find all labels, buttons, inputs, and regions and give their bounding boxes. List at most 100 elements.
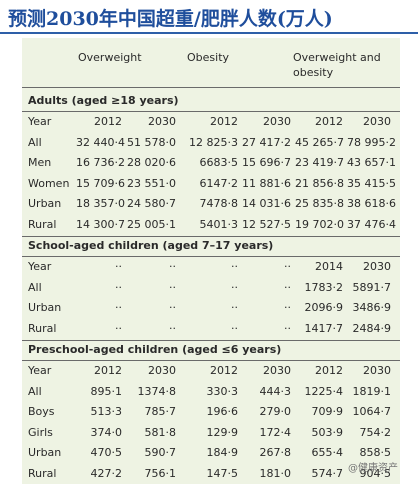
cell: 14 300·7 (76, 217, 125, 231)
cell: 590·7 (144, 446, 177, 459)
cell: 5891·7 (352, 280, 392, 294)
title-rule (0, 32, 418, 34)
cell: 895·1 (90, 384, 123, 398)
cell: 45 265·7 (295, 135, 344, 149)
cell: ·· (231, 260, 238, 273)
cell: 756·1 (144, 466, 177, 480)
row-label: Rural (28, 217, 57, 231)
column-group-header: Overweight and obesity (293, 51, 381, 79)
cell: ·· (115, 260, 122, 273)
cell: 1064·7 (352, 405, 392, 418)
cell: 1225·4 (304, 384, 344, 398)
cell: 24 580·7 (127, 197, 176, 210)
section-rule (22, 256, 400, 257)
cell: 35 415·5 (347, 176, 396, 190)
cell: 5401·3 (199, 217, 239, 231)
cell: 27 417·2 (242, 135, 291, 149)
cell: 2484·9 (352, 321, 392, 335)
row-label: Urban (28, 446, 62, 459)
cell: ·· (231, 301, 238, 314)
cell: 3486·9 (352, 301, 392, 314)
cell: 2012 (94, 115, 122, 128)
cell: 129·9 (206, 425, 239, 439)
row-label: Urban (28, 301, 62, 314)
cell: 78 995·2 (347, 135, 396, 149)
cell: 12 825·3 (189, 135, 238, 149)
section-rule (22, 236, 400, 237)
row-label: Boys (28, 405, 55, 418)
cell: 172·4 (259, 425, 292, 439)
cell: 2030 (363, 260, 391, 273)
cell: 23 419·7 (295, 156, 344, 169)
cell: 470·5 (90, 446, 123, 459)
section-rule (22, 340, 400, 341)
cell: 11 881·6 (242, 176, 291, 190)
cell: ·· (169, 280, 176, 294)
cell: 444·3 (259, 384, 292, 398)
cell: 28 020·6 (127, 156, 176, 169)
cell: ·· (169, 321, 176, 335)
cell: 2096·9 (304, 301, 344, 314)
cell: 1783·2 (304, 280, 344, 294)
page-title: 预测2030年中国超重/肥胖人数(万人) (8, 8, 333, 30)
cell: 2030 (263, 115, 291, 128)
cell: 2012 (315, 364, 343, 377)
cell: 2012 (210, 115, 238, 128)
cell: 427·2 (90, 466, 123, 480)
cell: 2030 (363, 115, 391, 128)
cell: 1417·7 (304, 321, 344, 335)
row-label: Year (28, 115, 52, 128)
cell: 2030 (363, 364, 391, 377)
cell: 181·0 (259, 466, 292, 480)
cell: ·· (284, 280, 291, 294)
cell: ·· (231, 321, 238, 335)
cell: 147·5 (206, 466, 239, 480)
cell: 904·5 (359, 466, 392, 480)
column-group-header: Obesity (187, 51, 230, 64)
cell: 25 835·8 (295, 197, 344, 210)
watermark: @健康资产 (348, 463, 398, 474)
cell: 6147·2 (199, 176, 239, 190)
row-label: Women (28, 176, 70, 190)
cell: 23 551·0 (127, 176, 176, 190)
cell: 858·5 (359, 446, 392, 459)
cell: 655·4 (311, 446, 344, 459)
cell: 21 856·8 (295, 176, 344, 190)
cell: 2030 (148, 364, 176, 377)
cell: 2012 (94, 364, 122, 377)
row-label: All (28, 135, 42, 149)
cell: 12 527·5 (242, 217, 291, 231)
cell: 19 702·0 (295, 217, 344, 231)
row-label: All (28, 280, 42, 294)
cell: 196·6 (206, 405, 239, 418)
cell: 581·8 (144, 425, 177, 439)
row-label: Urban (28, 197, 62, 210)
header-rule (22, 87, 400, 88)
row-label: Men (28, 156, 52, 169)
cell: ·· (284, 321, 291, 335)
row-label: Year (28, 260, 52, 273)
cell: 16 736·2 (76, 156, 125, 169)
cell: ·· (169, 301, 176, 314)
cell: ·· (115, 301, 122, 314)
cell: ·· (115, 321, 122, 335)
cell: 2012 (315, 115, 343, 128)
cell: 184·9 (206, 446, 239, 459)
cell: 574·7 (311, 466, 344, 480)
cell: 513·3 (90, 405, 123, 418)
cell: ·· (284, 301, 291, 314)
row-label: Year (28, 364, 52, 377)
cell: 754·2 (359, 425, 392, 439)
cell: 503·9 (311, 425, 344, 439)
row-label: Girls (28, 425, 53, 439)
cell: 1819·1 (352, 384, 392, 398)
cell: 2030 (263, 364, 291, 377)
table: Overweight Obesity Overweight and obesity A… (22, 38, 400, 484)
cell: 785·7 (144, 405, 177, 418)
cell: ·· (115, 280, 122, 294)
cell: 2012 (210, 364, 238, 377)
row-label: Rural (28, 321, 57, 335)
cell: 279·0 (259, 405, 292, 418)
cell: 25 005·1 (127, 217, 176, 231)
cell: 14 031·6 (242, 197, 291, 210)
